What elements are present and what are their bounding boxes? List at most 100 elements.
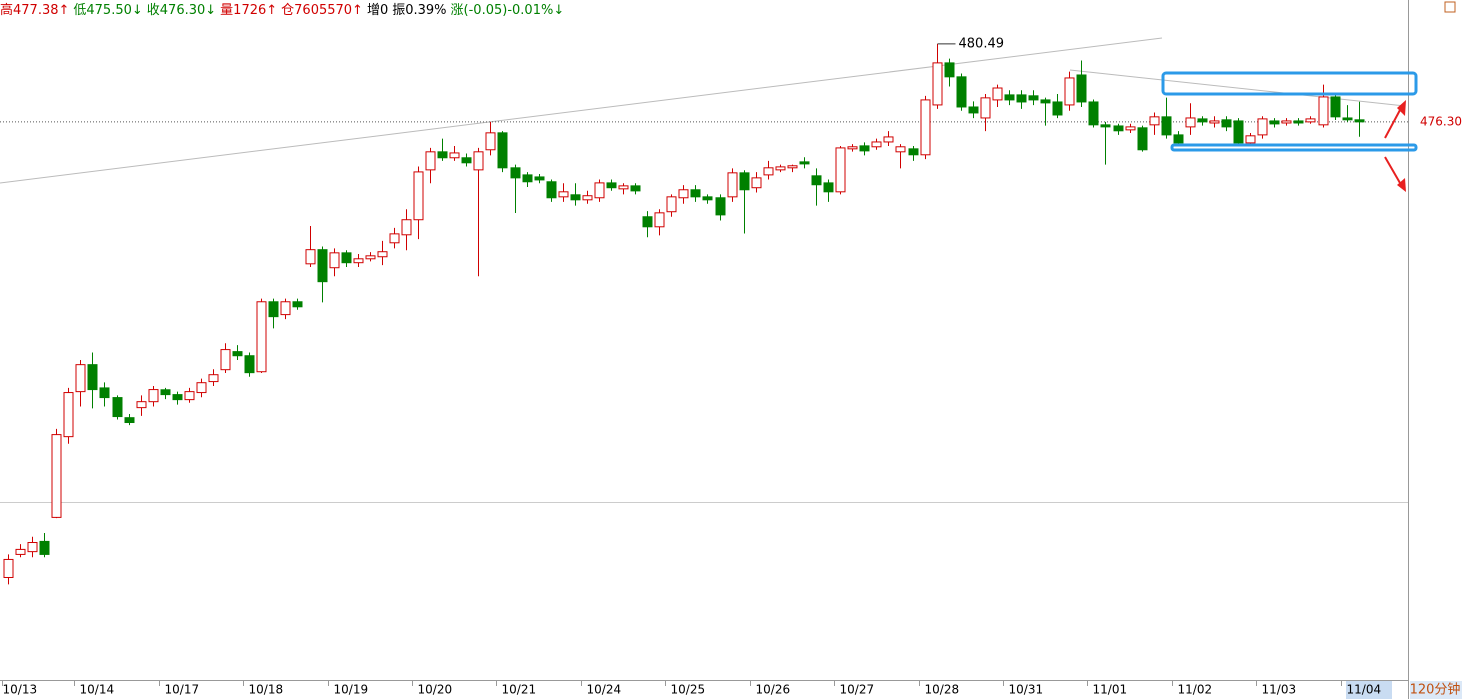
candle-body	[799, 161, 810, 165]
candle-body	[39, 540, 50, 555]
candle-body	[871, 141, 882, 148]
candle-body	[1330, 96, 1341, 118]
candle-body	[1293, 120, 1304, 124]
candle-body	[932, 62, 943, 106]
candle-body	[1209, 120, 1220, 124]
info-item: 仓7605570↑	[281, 3, 363, 18]
candle-body	[787, 165, 798, 169]
candle-body	[184, 391, 195, 401]
candle-body	[99, 387, 110, 399]
candle-body	[1197, 118, 1208, 123]
candle-body	[1269, 120, 1280, 125]
info-item: 量1726↑	[220, 3, 277, 18]
candle-body	[220, 349, 231, 371]
x-tick-label: 11/04	[1347, 683, 1382, 697]
candle-body	[305, 249, 316, 265]
candle-body	[1113, 125, 1124, 132]
candle-body	[256, 301, 267, 373]
candle-body	[1052, 101, 1063, 116]
candle-body	[268, 301, 279, 318]
period-box	[1410, 681, 1462, 699]
x-tick-label: 10/31	[1009, 683, 1044, 697]
candle-body	[1076, 74, 1087, 103]
last-price-label: 476.30	[1420, 114, 1462, 128]
candle-body	[1040, 99, 1051, 104]
candle-body	[618, 185, 629, 190]
candle-body	[763, 167, 774, 176]
candle-body	[847, 146, 858, 150]
candle-body	[727, 172, 738, 198]
candle-body	[992, 87, 1003, 101]
candle-body	[1149, 116, 1160, 126]
candle-body	[1028, 95, 1039, 101]
candle-body	[522, 174, 533, 183]
candle-body	[136, 401, 147, 409]
candle-body	[208, 374, 219, 383]
x-tick-label: 10/14	[80, 683, 115, 697]
candle-body	[690, 189, 701, 198]
candle-body	[510, 167, 521, 179]
candle-body	[1354, 119, 1365, 123]
candle-body	[739, 172, 750, 191]
info-bar: 高477.38↑ 低475.50↓ 收476.30↓ 量1726↑ 仓7605570↑ 增…	[0, 2, 564, 18]
candle-body	[534, 176, 545, 181]
candle-body	[630, 185, 641, 192]
candle-body	[811, 175, 822, 186]
candle-body	[461, 157, 472, 164]
candle-body	[546, 181, 557, 199]
highlight-box	[1170, 143, 1418, 152]
candle-body	[606, 182, 617, 189]
candle-body	[3, 558, 14, 578]
candle-body	[895, 146, 906, 153]
candle-body	[87, 364, 98, 391]
x-tick-label: 10/26	[756, 683, 791, 697]
candle-body	[124, 417, 135, 424]
candle-body	[401, 219, 412, 236]
plot	[0, 43, 1408, 585]
x-tick-label: 11/01	[1093, 683, 1128, 697]
candle-body	[558, 191, 569, 198]
candle-body	[835, 147, 846, 193]
candle-body	[341, 252, 352, 264]
candle-body	[244, 355, 255, 374]
candle-body	[15, 548, 26, 555]
candle-body	[980, 97, 991, 119]
candle-body	[172, 394, 183, 401]
candle-body	[1137, 127, 1148, 151]
candle-body	[1161, 116, 1172, 136]
candle-body	[1125, 126, 1136, 131]
candle-body	[1016, 94, 1027, 103]
candle-body	[365, 255, 376, 260]
candle-body	[112, 397, 123, 418]
candle-body	[1064, 77, 1075, 106]
info-item: 振0.39%	[392, 3, 446, 18]
candle-body	[485, 132, 496, 151]
candle-body	[1088, 101, 1099, 126]
candle-body	[449, 152, 460, 159]
candle-body	[232, 351, 243, 357]
candle-body	[715, 197, 726, 216]
period-label[interactable]: 120分钟	[1410, 682, 1461, 698]
x-tick-label: 10/20	[418, 683, 453, 697]
candle-body	[968, 106, 979, 114]
candle-body	[292, 301, 303, 308]
x-tick-label: 11/02	[1178, 683, 1213, 697]
candle-body	[280, 301, 291, 316]
x-tick-label: 11/03	[1262, 683, 1297, 697]
x-tick-label: 10/21	[502, 683, 537, 697]
highlight-box	[1161, 71, 1418, 96]
candle-body	[678, 189, 689, 199]
candle-body	[666, 196, 677, 213]
candle-body	[1305, 118, 1316, 123]
candle-body	[1173, 134, 1184, 144]
trend-line	[1069, 69, 1406, 107]
candle-body	[27, 542, 38, 553]
window-icon[interactable]	[1444, 1, 1456, 13]
x-tick-label: 10/18	[249, 683, 284, 697]
candle-body	[425, 151, 436, 171]
candle-body	[642, 216, 653, 228]
candle-body	[594, 182, 605, 199]
x-tick-label: 10/13	[3, 683, 38, 697]
